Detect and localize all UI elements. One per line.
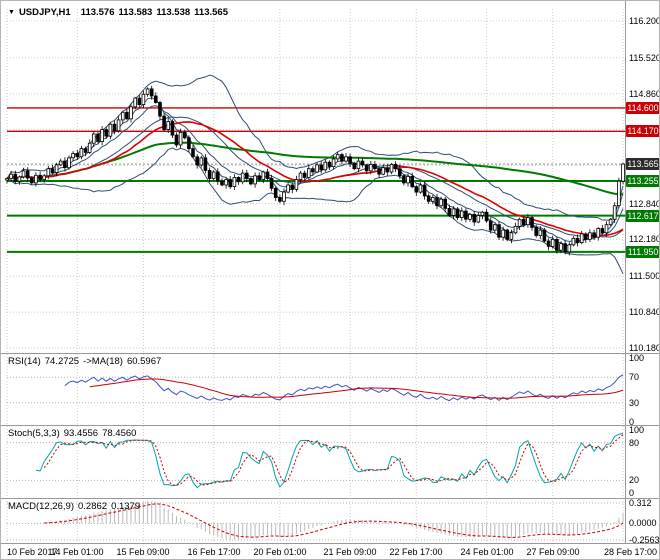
- stoch-tick: 0: [629, 488, 635, 498]
- date-label: 24 Feb 01:00: [460, 547, 514, 557]
- level-price-badge: 111.950: [626, 246, 659, 258]
- rsi-tick: 70: [629, 372, 640, 382]
- price-tick: 110.840: [629, 307, 660, 317]
- price-tick: 112.180: [629, 234, 660, 244]
- stoch-d-value: 78.4560: [102, 428, 137, 439]
- bollinger-bands: [6, 74, 624, 275]
- candlesticks: [5, 85, 625, 256]
- moving-averages: [6, 121, 624, 237]
- ohlc-open: 113.576: [80, 7, 115, 18]
- stoch-k-value: 93.4556: [63, 428, 99, 439]
- rsi-ma-value: 60.5967: [126, 356, 162, 367]
- macd-tick: 0.0000: [629, 518, 657, 528]
- rsi-indicator-label: RSI(14) 74.2725 ->MA(18) 60.5967: [8, 356, 165, 367]
- symbol-period-label: USDJPY,H1: [18, 7, 71, 18]
- stoch-panel-lines: [35, 433, 624, 489]
- ohlc-high: 113.583: [118, 7, 153, 18]
- price-tick: 114.860: [629, 89, 660, 99]
- date-label: 28 Feb 17:00: [603, 547, 657, 557]
- price-tick: 112.840: [629, 199, 660, 209]
- macd-signal-value: 0.1379: [111, 501, 141, 512]
- macd-indicator-label: MACD(12,26,9) 0.2862 0.1379: [8, 501, 144, 512]
- level-price-badge: 114.600: [626, 102, 659, 114]
- stoch-name: Stoch(5,3,3): [8, 428, 60, 439]
- grid: [6, 9, 626, 543]
- price-tick: 110.180: [629, 343, 660, 353]
- rsi-tick: 100: [629, 353, 645, 363]
- macd-main-value: 0.2862: [78, 501, 108, 512]
- level-price-badge: 113.255: [626, 175, 659, 187]
- symbol-ohlc-line: ▼ USDJPY,H1 113.576 113.583 113.538 113.565: [8, 7, 232, 18]
- price-tick: 115.520: [629, 53, 660, 63]
- rsi-ma-name: ->MA(18): [83, 356, 123, 367]
- date-label: 21 Feb 09:00: [323, 547, 377, 557]
- stoch-tick: 80: [629, 438, 640, 448]
- rsi-panel-lines: [64, 374, 624, 402]
- price-tick: 111.500: [629, 271, 660, 281]
- date-label: 27 Feb 09:00: [526, 547, 580, 557]
- date-label: 14 Feb 01:00: [50, 547, 104, 557]
- date-label: 20 Feb 01:00: [253, 547, 307, 557]
- rsi-tick: 30: [629, 398, 640, 408]
- price-tick: 116.200: [629, 16, 660, 26]
- ohlc-low: 113.538: [156, 7, 191, 18]
- panel-separators: [1, 1, 659, 544]
- macd-panel: [27, 501, 624, 541]
- level-price-badge: 114.170: [626, 125, 659, 137]
- ohlc-close: 113.565: [194, 7, 228, 18]
- stoch-tick: 100: [629, 425, 645, 435]
- stoch-tick: 20: [629, 475, 640, 485]
- macd-tick: 0.312: [629, 498, 652, 508]
- date-label: 10 Feb 2017: [7, 547, 58, 557]
- date-label: 15 Feb 09:00: [116, 547, 170, 557]
- symbol-dropdown-icon[interactable]: ▼: [8, 9, 15, 16]
- macd-name: MACD(12,26,9): [8, 501, 74, 512]
- date-label: 16 Feb 17:00: [187, 547, 241, 557]
- macd-tick: -0.2563: [629, 535, 660, 545]
- stoch-indicator-label: Stoch(5,3,3) 93.4556 78.4560: [8, 428, 140, 439]
- rsi-tick: 0: [629, 417, 635, 427]
- level-price-badge: 112.617: [626, 210, 659, 222]
- date-label: 22 Feb 17:00: [389, 547, 443, 557]
- rsi-value: 74.2725: [44, 356, 80, 367]
- horizontal-levels: [7, 107, 626, 253]
- rsi-name: RSI(14): [8, 356, 41, 367]
- current-price-badge: 113.565: [626, 158, 659, 170]
